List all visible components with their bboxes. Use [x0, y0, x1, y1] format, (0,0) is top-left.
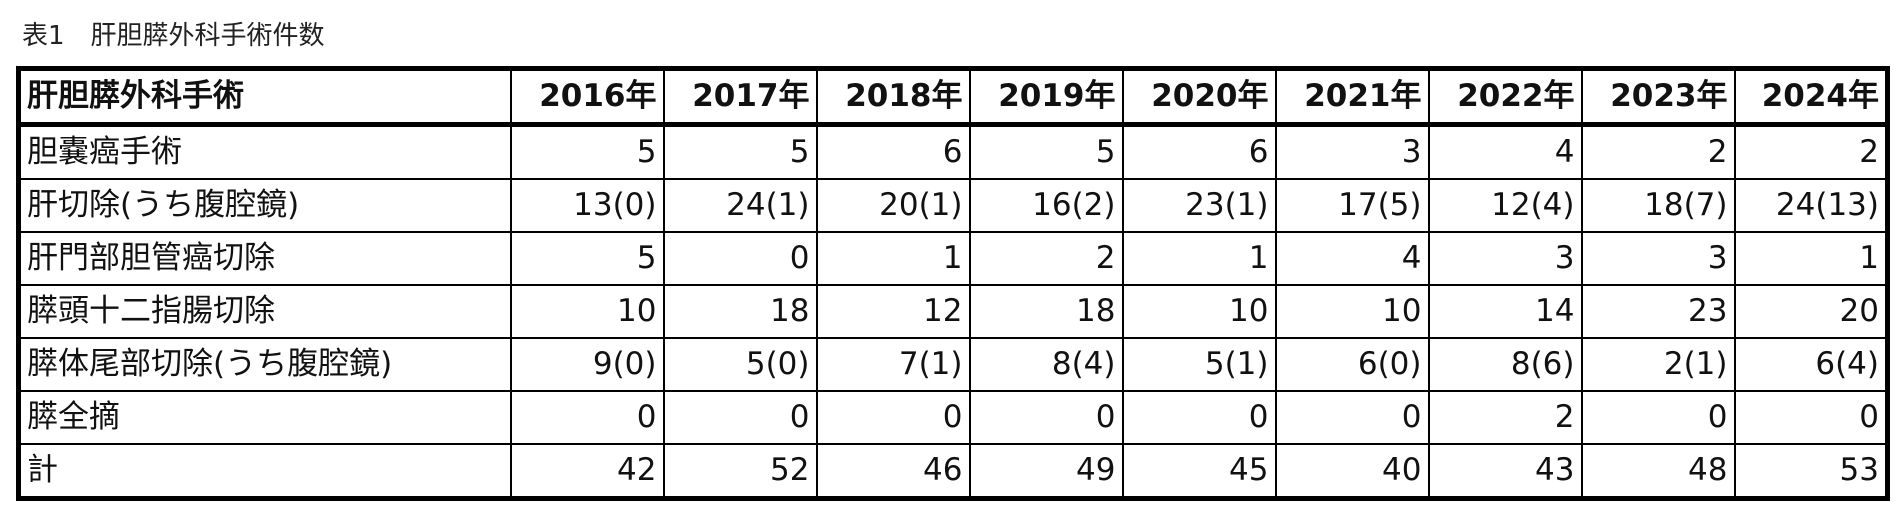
row-label-cell: 肝門部胆管癌切除: [17, 231, 512, 286]
value-cell: 49: [968, 443, 1124, 500]
table-row: 胆嚢癌手術 5 5 6 5 6 3 4 2 2: [17, 123, 1889, 180]
value-cell: 18: [968, 284, 1124, 339]
row-label-cell: 計: [17, 443, 512, 500]
year-header-cell: 2021年: [1274, 67, 1430, 127]
value-cell: 5(1): [1121, 337, 1277, 392]
table-row: 膵体尾部切除(うち腹腔鏡) 9(0) 5(0) 7(1) 8(4) 5(1) 6…: [17, 337, 1889, 392]
value-cell: 5: [509, 123, 665, 180]
value-cell: 10: [509, 284, 665, 339]
row-label-cell: 膵頭十二指腸切除: [17, 284, 512, 339]
value-cell: 24(1): [662, 178, 818, 233]
year-header-cell: 2016年: [509, 67, 665, 127]
year-header-cell: 2023年: [1580, 67, 1736, 127]
value-cell: 0: [1733, 390, 1889, 445]
value-cell: 3: [1427, 231, 1583, 286]
value-cell: 5: [509, 231, 665, 286]
value-cell: 7(1): [815, 337, 971, 392]
value-cell: 20: [1733, 284, 1889, 339]
value-cell: 0: [1580, 390, 1736, 445]
value-cell: 6(4): [1733, 337, 1889, 392]
value-cell: 52: [662, 443, 818, 500]
value-cell: 0: [815, 390, 971, 445]
value-cell: 45: [1121, 443, 1277, 500]
value-cell: 8(4): [968, 337, 1124, 392]
table-total-row: 計 42 52 46 49 45 40 43 48 53: [17, 443, 1889, 500]
surgery-count-table: 肝胆膵外科手術 2016年 2017年 2018年 2019年 2020年 20…: [16, 66, 1890, 501]
value-cell: 18(7): [1580, 178, 1736, 233]
year-header-cell: 2018年: [815, 67, 971, 127]
value-cell: 6: [815, 123, 971, 180]
value-cell: 0: [1274, 390, 1430, 445]
value-cell: 40: [1274, 443, 1430, 500]
value-cell: 6: [1121, 123, 1277, 180]
value-cell: 46: [815, 443, 971, 500]
value-cell: 13(0): [509, 178, 665, 233]
value-cell: 1: [815, 231, 971, 286]
value-cell: 12: [815, 284, 971, 339]
table-row: 膵全摘 0 0 0 0 0 0 2 0 0: [17, 390, 1889, 445]
row-label-cell: 膵全摘: [17, 390, 512, 445]
value-cell: 53: [1733, 443, 1889, 500]
row-label-cell: 胆嚢癌手術: [17, 123, 512, 180]
value-cell: 23: [1580, 284, 1736, 339]
value-cell: 2: [968, 231, 1124, 286]
value-cell: 48: [1580, 443, 1736, 500]
value-cell: 6(0): [1274, 337, 1430, 392]
value-cell: 2: [1733, 123, 1889, 180]
value-cell: 10: [1274, 284, 1430, 339]
value-cell: 17(5): [1274, 178, 1430, 233]
value-cell: 1: [1733, 231, 1889, 286]
value-cell: 16(2): [968, 178, 1124, 233]
value-cell: 0: [662, 231, 818, 286]
value-cell: 2: [1427, 390, 1583, 445]
header-label-cell: 肝胆膵外科手術: [17, 67, 512, 127]
value-cell: 0: [1121, 390, 1277, 445]
value-cell: 5: [662, 123, 818, 180]
value-cell: 2(1): [1580, 337, 1736, 392]
value-cell: 3: [1274, 123, 1430, 180]
year-header-cell: 2022年: [1427, 67, 1583, 127]
value-cell: 5(0): [662, 337, 818, 392]
year-header-cell: 2019年: [968, 67, 1124, 127]
year-header-cell: 2017年: [662, 67, 818, 127]
value-cell: 2: [1580, 123, 1736, 180]
value-cell: 3: [1580, 231, 1736, 286]
row-label-cell: 膵体尾部切除(うち腹腔鏡): [17, 337, 512, 392]
value-cell: 4: [1274, 231, 1430, 286]
value-cell: 5: [968, 123, 1124, 180]
value-cell: 18: [662, 284, 818, 339]
value-cell: 9(0): [509, 337, 665, 392]
value-cell: 14: [1427, 284, 1583, 339]
value-cell: 0: [509, 390, 665, 445]
table-row: 肝切除(うち腹腔鏡) 13(0) 24(1) 20(1) 16(2) 23(1)…: [17, 178, 1889, 233]
value-cell: 0: [968, 390, 1124, 445]
year-header-cell: 2020年: [1121, 67, 1277, 127]
value-cell: 23(1): [1121, 178, 1277, 233]
value-cell: 20(1): [815, 178, 971, 233]
table-header-row: 肝胆膵外科手術 2016年 2017年 2018年 2019年 2020年 20…: [17, 67, 1889, 127]
table-row: 肝門部胆管癌切除 5 0 1 2 1 4 3 3 1: [17, 231, 1889, 286]
value-cell: 10: [1121, 284, 1277, 339]
value-cell: 0: [662, 390, 818, 445]
value-cell: 24(13): [1733, 178, 1889, 233]
value-cell: 8(6): [1427, 337, 1583, 392]
table-caption: 表1 肝胆膵外科手術件数: [22, 21, 325, 51]
year-header-cell: 2024年: [1733, 67, 1889, 127]
row-label-cell: 肝切除(うち腹腔鏡): [17, 178, 512, 233]
value-cell: 43: [1427, 443, 1583, 500]
value-cell: 1: [1121, 231, 1277, 286]
value-cell: 42: [509, 443, 665, 500]
value-cell: 4: [1427, 123, 1583, 180]
table-row: 膵頭十二指腸切除 10 18 12 18 10 10 14 23 20: [17, 284, 1889, 339]
value-cell: 12(4): [1427, 178, 1583, 233]
